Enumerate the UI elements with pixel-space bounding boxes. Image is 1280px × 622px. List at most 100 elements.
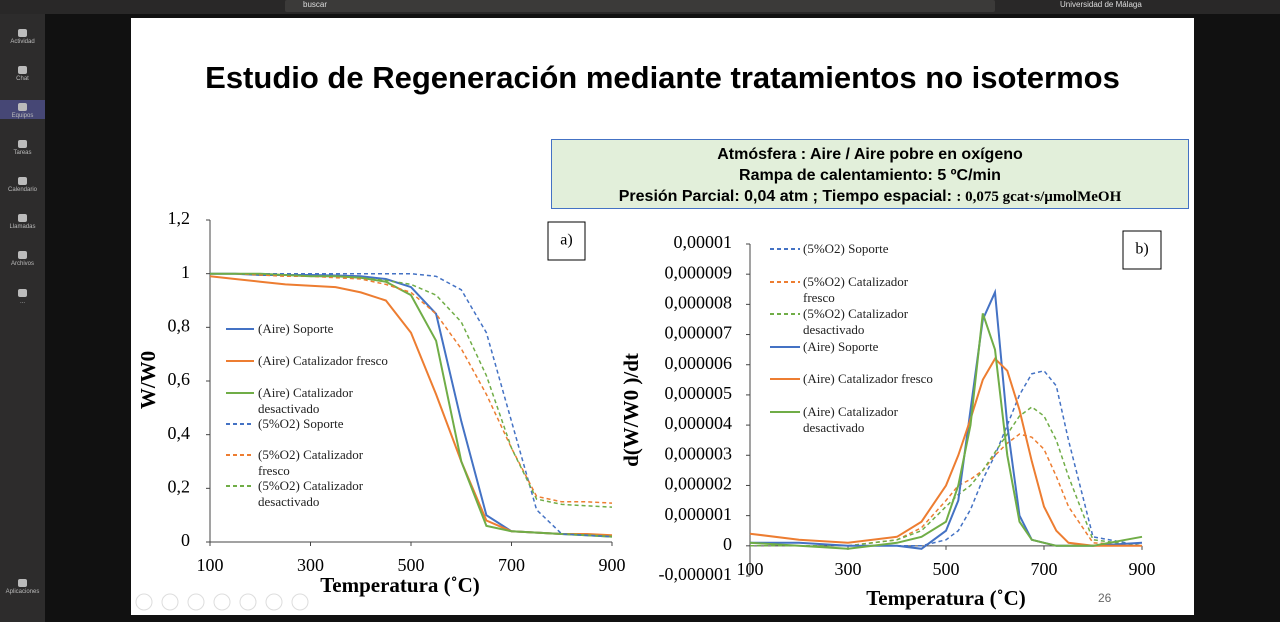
series-line	[750, 369, 1143, 547]
nav-label: Archivos	[10, 261, 34, 267]
y-tick-label: 0,000001	[665, 504, 733, 524]
y-axis-title: W/W0	[136, 351, 160, 409]
y-tick-label: 0,000005	[665, 383, 733, 403]
y-tick-label: 0,000007	[665, 323, 733, 343]
annotation: b)	[1135, 241, 1148, 258]
y-axis-title: d(W/W0 )/dt	[619, 353, 643, 467]
series-line	[210, 272, 613, 538]
nav-item[interactable]: Chat	[0, 63, 45, 82]
nav-label: Chat	[16, 76, 29, 82]
x-axis-title: Temperatura (˚C)	[320, 573, 480, 597]
toolbar-icon	[265, 593, 283, 611]
org-name[interactable]: Universidad de Málaga	[1060, 0, 1142, 9]
slide-title: Estudio de Regeneración mediante tratami…	[205, 60, 1120, 95]
legend-label: (Aire) Catalizador fresco	[258, 353, 388, 368]
legend-label: (5%O2) Catalizador fresco	[803, 274, 909, 305]
annotation-box	[547, 221, 586, 261]
y-tick-label: 0,8	[168, 315, 191, 335]
toolbar-icon	[161, 593, 179, 611]
nav-icon	[18, 103, 27, 111]
nav-icon	[18, 29, 27, 37]
nav-label: Llamadas	[9, 224, 36, 230]
x-tick-label: 500	[933, 559, 960, 579]
annotation: a)	[560, 232, 572, 249]
toolbar-icon	[213, 593, 231, 611]
nav-icon	[18, 289, 27, 297]
y-tick-label: 0,000004	[665, 413, 733, 433]
x-tick-label: 100	[197, 555, 224, 575]
x-tick-label: 500	[398, 555, 425, 575]
title-bar: buscar Universidad de Málaga	[0, 0, 1280, 14]
nav-label: ...	[19, 299, 25, 305]
annotation-box	[1122, 230, 1162, 270]
y-tick-label: -0,000001	[659, 564, 733, 584]
nav-label: Actividad	[10, 39, 35, 45]
x-tick-label: 700	[1031, 559, 1058, 579]
x-tick-label: 100	[737, 559, 764, 579]
y-tick-label: 0,2	[168, 476, 191, 496]
nav-icon	[18, 66, 27, 74]
nav-item[interactable]: Tareas	[0, 137, 45, 156]
toolbar-icon	[291, 593, 309, 611]
info-line: Atmósfera : Aire / Aire pobre en oxígeno	[717, 146, 1023, 163]
y-tick-label: 0,00001	[674, 232, 733, 252]
y-tick-label: 0,4	[168, 423, 191, 443]
nav-item[interactable]: Aplicaciones	[0, 576, 45, 595]
info-box: Atmósfera : Aire / Aire pobre en oxígeno…	[551, 139, 1189, 209]
nav-item[interactable]: Calendario	[0, 174, 45, 193]
nav-item[interactable]: ...	[0, 286, 45, 305]
series-line	[210, 272, 613, 538]
nav-icon	[18, 579, 27, 587]
y-tick-label: 0,000008	[665, 292, 733, 312]
info-line: Rampa de calentamiento: 5 ºC/min	[739, 167, 1001, 184]
search-text: buscar	[303, 0, 328, 9]
series-line	[749, 357, 1142, 547]
info-text: : 0,075 gcat·s/µmolMeOH	[956, 189, 1122, 205]
info-text: Presión Parcial: 0,04 atm ; Tiempo espac…	[618, 188, 957, 205]
legend-label: (5%O2) Catalizador desactivado	[803, 306, 909, 337]
nav-item[interactable]: Equipos	[0, 100, 45, 119]
legend-label: (Aire) Catalizador fresco	[803, 371, 933, 386]
legend-label: (Aire) Soporte	[258, 321, 334, 336]
legend-label: (Aire) Catalizador desactivado	[258, 385, 353, 416]
legend-label: (5%O2) Soporte	[258, 416, 344, 431]
nav-item[interactable]: Archivos	[0, 248, 45, 267]
nav-icon	[18, 140, 27, 148]
legend-label: (Aire) Catalizador desactivado	[803, 404, 898, 435]
series-line	[750, 433, 1143, 547]
slide: 26	[131, 18, 1194, 615]
y-tick-label: 0,000009	[665, 262, 733, 282]
series-line	[749, 313, 1143, 550]
y-tick-label: 0,000002	[665, 474, 733, 494]
y-tick-label: 0	[723, 534, 732, 554]
page-number: 26	[1098, 591, 1112, 605]
y-tick-label: 0,6	[168, 369, 191, 389]
sidebar: Actividad Chat Equipos Tareas Calendario Llam…	[0, 14, 45, 622]
toolbar-icon	[135, 593, 153, 611]
x-tick-label: 900	[599, 555, 626, 575]
info-line: Presión Parcial: 0,04 atm ; Tiempo espac…	[552, 186, 1188, 208]
legend-label: (Aire) Soporte	[803, 339, 879, 354]
y-tick-label: 0,000006	[665, 353, 733, 373]
nav-label: Equipos	[11, 113, 34, 119]
toolbar-icon	[187, 593, 205, 611]
search-box[interactable]: buscar	[285, 0, 995, 12]
x-tick-label: 700	[498, 555, 525, 575]
nav-label: Calendario	[7, 187, 38, 193]
legend-label: (5%O2) Soporte	[803, 241, 889, 256]
nav-item[interactable]: Llamadas	[0, 211, 45, 230]
y-tick-label: 0,000003	[665, 443, 733, 463]
nav-icon	[18, 177, 27, 185]
x-axis-title: Temperatura (˚C)	[866, 586, 1026, 610]
legend-label: (5%O2) Catalizador fresco	[258, 447, 364, 478]
x-tick-label: 300	[297, 555, 324, 575]
nav-icon	[18, 214, 27, 222]
y-tick-label: 1	[181, 262, 190, 282]
legend-label: (5%O2) Catalizador desactivado	[258, 478, 364, 509]
x-tick-label: 900	[1129, 559, 1156, 579]
toolbar-icon	[239, 593, 257, 611]
nav-item[interactable]: Actividad	[0, 26, 45, 45]
nav-icon	[18, 251, 27, 259]
